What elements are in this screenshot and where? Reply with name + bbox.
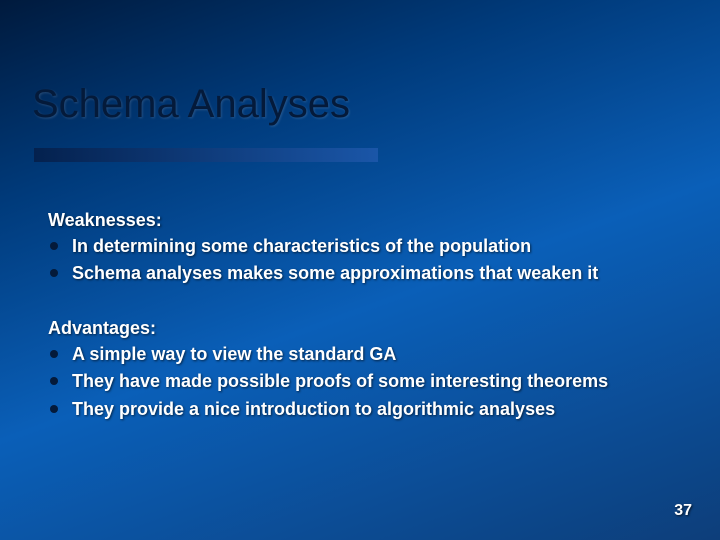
page-number: 37 bbox=[674, 502, 692, 520]
bullet-icon bbox=[50, 377, 58, 385]
bullet-text: Schema analyses makes some approximation… bbox=[72, 262, 598, 285]
bullet-item: They have made possible proofs of some i… bbox=[48, 370, 672, 393]
bullet-text: They have made possible proofs of some i… bbox=[72, 370, 608, 393]
title-underline bbox=[34, 148, 378, 162]
slide-content: Weaknesses: In determining some characte… bbox=[48, 210, 672, 425]
bullet-icon bbox=[50, 350, 58, 358]
slide: Schema Analyses Weaknesses: In determini… bbox=[0, 0, 720, 540]
bullet-icon bbox=[50, 242, 58, 250]
bullet-icon bbox=[50, 269, 58, 277]
bullet-item: They provide a nice introduction to algo… bbox=[48, 398, 672, 421]
section-heading-weaknesses: Weaknesses: bbox=[48, 210, 672, 231]
bullet-item: In determining some characteristics of t… bbox=[48, 235, 672, 258]
bullet-icon bbox=[50, 405, 58, 413]
section-gap bbox=[48, 290, 672, 318]
section-heading-advantages: Advantages: bbox=[48, 318, 672, 339]
slide-title: Schema Analyses bbox=[32, 82, 350, 127]
bullet-text: In determining some characteristics of t… bbox=[72, 235, 531, 258]
bullet-text: A simple way to view the standard GA bbox=[72, 343, 396, 366]
bullet-item: A simple way to view the standard GA bbox=[48, 343, 672, 366]
bullet-item: Schema analyses makes some approximation… bbox=[48, 262, 672, 285]
bullet-text: They provide a nice introduction to algo… bbox=[72, 398, 555, 421]
